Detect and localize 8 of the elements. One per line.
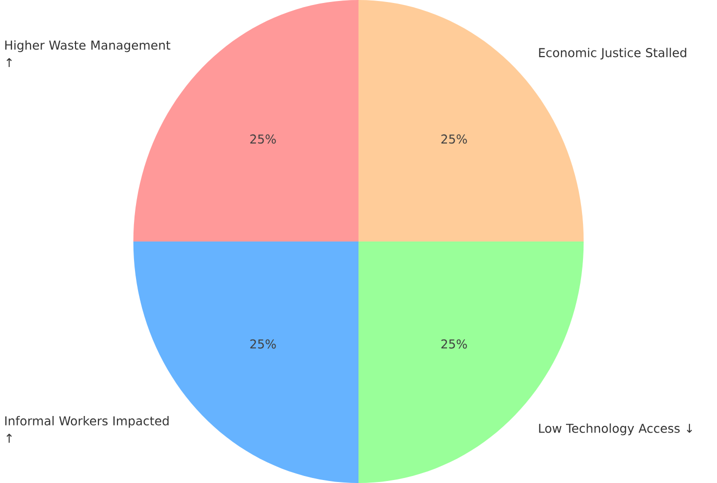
- data-label: 25%: [250, 134, 276, 144]
- slice-label: Economic Justice Stalled: [539, 48, 686, 60]
- slice-label: Higher Waste Management ↑: [5, 40, 170, 68]
- slice-label: Informal Workers Impacted ↑: [5, 416, 169, 443]
- slice-label: Low Technology Access ↓: [539, 423, 692, 436]
- data-label: 25%: [250, 339, 276, 349]
- data-label: 25%: [441, 134, 467, 144]
- data-label: 25%: [441, 339, 467, 349]
